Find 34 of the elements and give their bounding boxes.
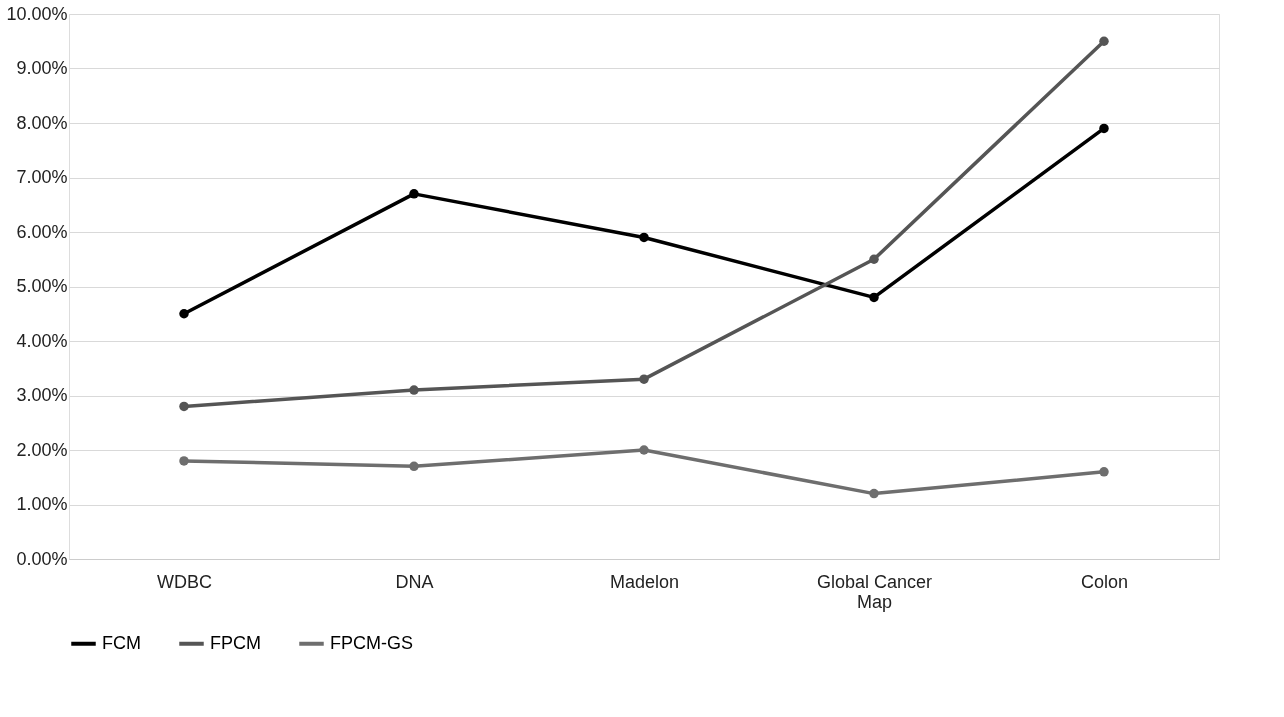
point <box>869 292 879 303</box>
y-tick-label: 6.00% <box>16 221 68 242</box>
y-tick-label: 4.00% <box>16 330 68 351</box>
y-tick-label: 0.00% <box>16 548 68 569</box>
point <box>639 445 649 455</box>
point <box>1099 36 1109 46</box>
legend-label: FCM <box>102 632 141 653</box>
x-tick-label: Madelon <box>609 571 680 592</box>
y-tick-label: 3.00% <box>16 385 68 405</box>
y-tick-label: 1.00% <box>16 494 68 514</box>
point <box>869 488 879 499</box>
y-tick-label: 8.00% <box>16 112 68 133</box>
y-tick-label: 2.00% <box>16 439 68 460</box>
point <box>179 401 189 412</box>
point <box>1099 467 1109 477</box>
point <box>179 456 189 466</box>
point <box>869 254 879 264</box>
point <box>179 309 189 319</box>
y-tick-label: 5.00% <box>16 276 68 296</box>
point <box>1099 123 1109 134</box>
y-tick-label: 7.00% <box>16 167 68 187</box>
point <box>409 385 419 395</box>
x-tick-label: Colon <box>1080 571 1129 592</box>
y-tick-label: 9.00% <box>16 58 68 78</box>
x-tick-label: Global Cancer Map <box>816 571 933 612</box>
point <box>639 374 649 384</box>
point <box>409 461 419 472</box>
y-tick-label: 10.00% <box>6 3 68 24</box>
legend-label: FPCM-GS <box>330 632 413 653</box>
x-tick-label: DNA <box>395 571 434 592</box>
point <box>409 189 419 199</box>
legend-label: FPCM <box>210 632 261 653</box>
x-tick-label: WDBC <box>157 571 212 592</box>
point <box>639 232 649 243</box>
